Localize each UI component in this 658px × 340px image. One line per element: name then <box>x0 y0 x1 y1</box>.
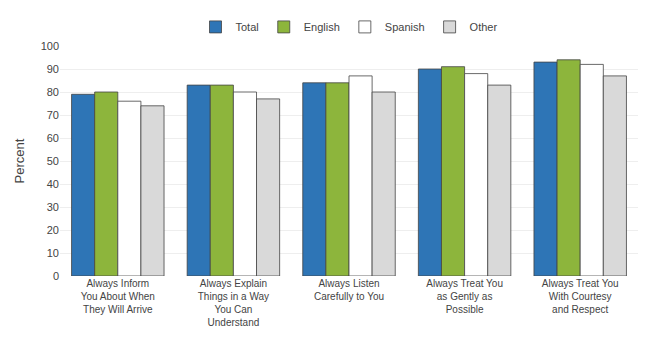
svg-text:70: 70 <box>47 109 59 121</box>
svg-text:Always ListenCarefully to You: Always ListenCarefully to You <box>314 278 384 302</box>
svg-text:80: 80 <box>47 86 59 98</box>
svg-text:Spanish: Spanish <box>385 21 425 33</box>
svg-text:Always ExplainThings in a WayY: Always ExplainThings in a WayYou CanUnde… <box>198 278 269 328</box>
svg-text:Always InformYou About WhenThe: Always InformYou About WhenThey Will Arr… <box>81 278 155 315</box>
svg-text:30: 30 <box>47 201 59 213</box>
svg-text:90: 90 <box>47 63 59 75</box>
svg-text:20: 20 <box>47 224 59 236</box>
svg-text:Percent: Percent <box>12 138 27 183</box>
svg-text:English: English <box>304 21 340 33</box>
svg-text:10: 10 <box>47 247 59 259</box>
svg-text:Always Treat Youas Gently asPo: Always Treat Youas Gently asPossible <box>426 278 503 315</box>
svg-text:0: 0 <box>53 270 59 282</box>
svg-text:100: 100 <box>41 40 59 52</box>
svg-text:50: 50 <box>47 155 59 167</box>
svg-text:Total: Total <box>236 21 259 33</box>
svg-text:Always Treat YouWith Courtesya: Always Treat YouWith Courtesyand Respect <box>542 278 619 315</box>
svg-text:60: 60 <box>47 132 59 144</box>
svg-text:40: 40 <box>47 178 59 190</box>
svg-text:Other: Other <box>470 21 498 33</box>
